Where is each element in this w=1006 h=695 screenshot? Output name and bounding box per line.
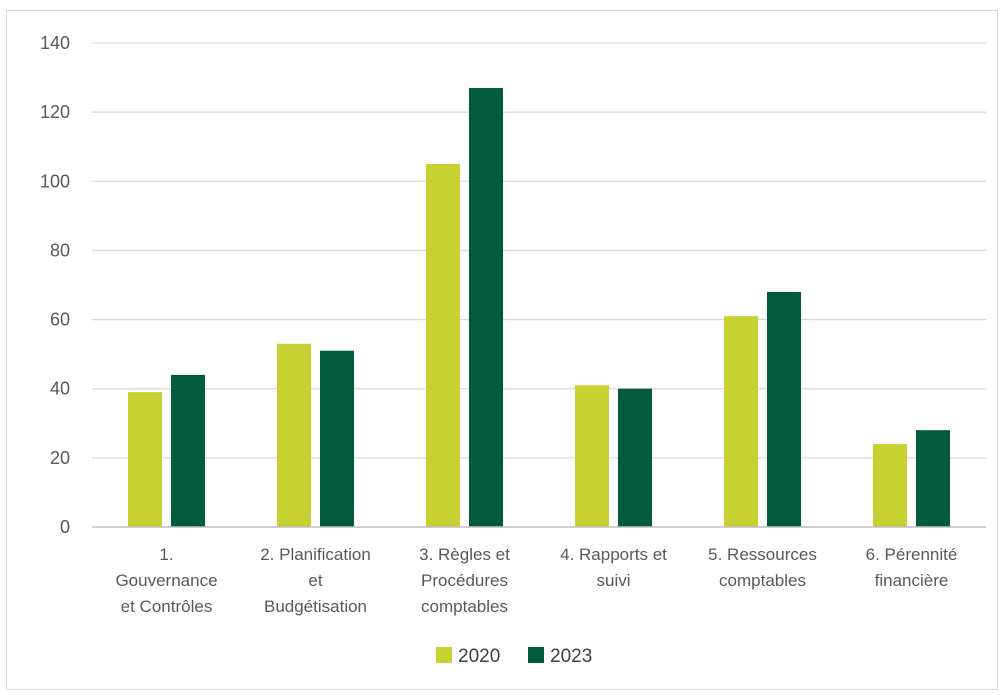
category-label: 2. Planification [260, 545, 371, 564]
y-tick-label: 140 [40, 33, 70, 53]
y-tick-label: 60 [50, 310, 70, 330]
category-label: financière [875, 571, 949, 590]
bar-2023-1 [171, 374, 205, 527]
category-label: Gouvernance [115, 571, 217, 590]
bar-2023-5 [767, 291, 801, 527]
bar-2023-2 [320, 350, 354, 527]
y-tick-label: 100 [40, 171, 70, 191]
bars [128, 87, 950, 527]
legend-label-2023: 2023 [550, 646, 592, 667]
category-label: 5. Ressources [708, 545, 817, 564]
category-label: Budgétisation [264, 597, 367, 616]
bar-2020-4 [575, 385, 609, 527]
category-label: comptables [719, 571, 806, 590]
legend-swatch-2020 [436, 647, 452, 663]
category-labels: 1. Gouvernance et Contrôles 2. Planificatio… [115, 545, 957, 616]
category-label: et Contrôles [121, 597, 213, 616]
bar-2023-4 [618, 388, 652, 527]
bar-2020-1 [128, 392, 162, 527]
bar-2020-2 [277, 343, 311, 527]
category-label: 4. Rapports et [560, 545, 667, 564]
bar-2023-3 [469, 87, 503, 527]
legend: 2020 2023 [436, 646, 592, 667]
bar-2020-6 [873, 444, 907, 527]
y-tick-label: 80 [50, 240, 70, 260]
bar-2020-3 [426, 164, 460, 527]
y-tick-label: 0 [60, 517, 70, 537]
bar-2023-6 [916, 430, 950, 527]
legend-swatch-2023 [528, 647, 544, 663]
category-label: comptables [421, 597, 508, 616]
y-axis-ticks: 0 20 40 60 80 100 120 140 [40, 33, 70, 537]
category-label: suivi [596, 571, 630, 590]
category-label: 3. Règles et [419, 545, 510, 564]
category-label: 6. Pérennité [866, 545, 958, 564]
legend-label-2020: 2020 [458, 646, 500, 667]
bar-2020-5 [724, 316, 758, 527]
y-tick-label: 120 [40, 102, 70, 122]
category-label: 1. [159, 545, 173, 564]
y-tick-label: 20 [50, 448, 70, 468]
y-tick-label: 40 [50, 379, 70, 399]
category-label: Procédures [421, 571, 508, 590]
gridlines [92, 42, 986, 459]
category-label: et [308, 571, 322, 590]
